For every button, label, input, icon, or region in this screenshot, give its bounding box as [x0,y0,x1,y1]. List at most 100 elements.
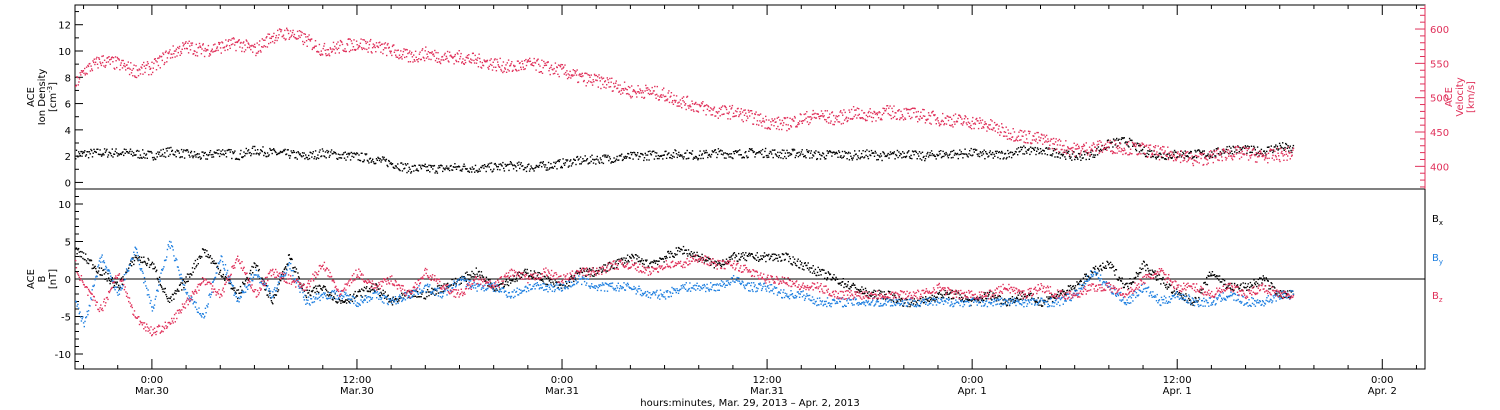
density-point [1002,158,1004,160]
velocity-point [377,46,380,49]
velocity-point [157,64,160,67]
velocity-point [1257,152,1259,155]
velocity-point [462,58,464,60]
velocity-point [259,40,261,42]
density-point [1255,154,1257,156]
velocity-point [511,70,514,72]
bx-point [242,281,244,284]
velocity-point [791,118,794,120]
velocity-point [1151,153,1153,155]
bx-point [315,287,318,290]
bx-point [694,255,696,258]
density-point [675,153,678,155]
velocity-point [230,39,232,41]
velocity-point [937,120,939,122]
bx-point [132,257,134,259]
velocity-point [638,91,640,93]
velocity-point [1035,140,1037,142]
bx-point [783,253,785,256]
velocity-point [182,45,185,47]
velocity-point [566,77,569,80]
density-point [606,156,608,158]
bx-point [600,268,602,270]
velocity-point [333,48,335,51]
velocity-point [577,81,580,83]
velocity-point [305,40,308,42]
density-point [816,158,819,160]
velocity-point [1231,157,1233,159]
velocity-point [621,88,623,90]
velocity-point [164,51,167,54]
density-point [1261,152,1263,155]
density-point [1035,153,1037,156]
bx-point [847,281,849,283]
bx-point [98,267,101,269]
density-point [652,150,654,152]
density-point [500,164,503,166]
velocity-point [940,123,942,126]
velocity-point [1164,150,1166,152]
bx-point [833,274,835,276]
velocity-point [156,61,158,63]
velocity-point [303,41,306,44]
density-point [1019,150,1021,152]
density-point [777,151,779,154]
density-point [557,160,559,162]
velocity-point [1022,131,1025,133]
velocity-point [273,42,276,44]
bx-point [983,299,985,302]
velocity-point [421,49,423,52]
velocity-point [749,115,751,117]
bx-point [775,257,777,260]
velocity-point [146,64,148,66]
density-point [330,151,332,153]
density-point [301,156,303,158]
velocity-point [881,114,884,116]
velocity-point [290,35,292,38]
density-point [1279,144,1282,147]
velocity-point [75,84,77,86]
bx-point [910,301,913,304]
velocity-point [370,51,372,53]
density-point [481,165,483,167]
velocity-point [411,56,414,58]
bx-point [852,282,854,285]
bx-point [107,273,109,275]
bx-point [480,271,483,273]
bx-point [150,264,152,266]
velocity-point [173,50,176,52]
bx-point [489,278,491,281]
velocity-point [786,129,788,132]
velocity-point [1133,145,1136,147]
velocity-point [407,52,409,55]
density-point [844,150,846,153]
bx-point [199,257,202,259]
bx-point [576,272,579,275]
velocity-point [418,58,420,60]
velocity-point [865,114,868,117]
velocity-point [1122,150,1125,152]
bx-point [131,261,133,263]
top-left-tick-label: 2 [65,152,71,163]
density-point [1020,148,1023,151]
bx-point [378,288,380,290]
density-point [1011,151,1014,154]
velocity-point [770,121,772,123]
density-point [940,150,942,152]
velocity-point [207,44,210,47]
density-point [303,152,305,154]
velocity-point [296,30,299,33]
bx-point [647,265,650,267]
density-point [453,166,455,168]
velocity-point [645,84,647,87]
velocity-point [1084,149,1086,152]
bx-point [272,294,275,297]
velocity-point [1239,148,1241,151]
bx-point [343,300,345,303]
x-tick-date: Mar.30 [340,386,374,397]
density-point [106,148,108,151]
velocity-point [1063,144,1065,147]
bx-point [639,261,642,263]
velocity-point [856,107,859,109]
velocity-point [479,61,481,63]
